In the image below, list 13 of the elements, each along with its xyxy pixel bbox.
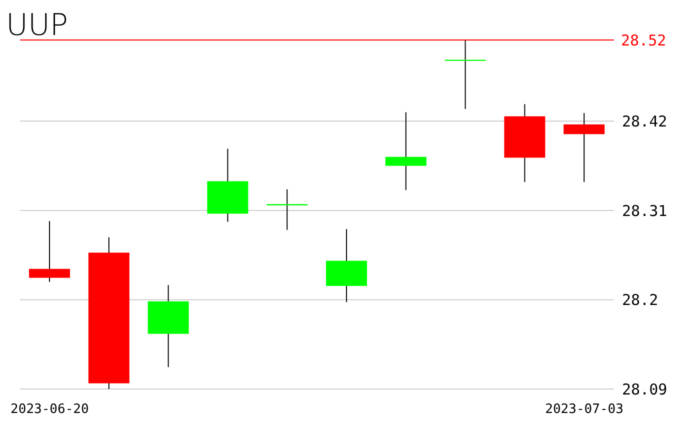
candlestick xyxy=(444,40,486,110)
candlestick xyxy=(29,220,70,282)
x-tick-label: 2023-06-20 xyxy=(10,402,89,417)
chart-title: UUP xyxy=(6,8,68,44)
ref-line-label: 28.52 xyxy=(621,31,666,50)
y-tick-label: 28.09 xyxy=(622,380,668,398)
y-tick-label: 28.2 xyxy=(622,291,658,310)
candlestick xyxy=(266,188,308,230)
candlestick xyxy=(385,112,426,191)
y-tick-label: 28.31 xyxy=(622,202,668,220)
x-tick-label: 2023-07-03 xyxy=(545,402,624,417)
y-tick-label: 28.42 xyxy=(622,112,668,130)
candlestick xyxy=(564,112,605,183)
